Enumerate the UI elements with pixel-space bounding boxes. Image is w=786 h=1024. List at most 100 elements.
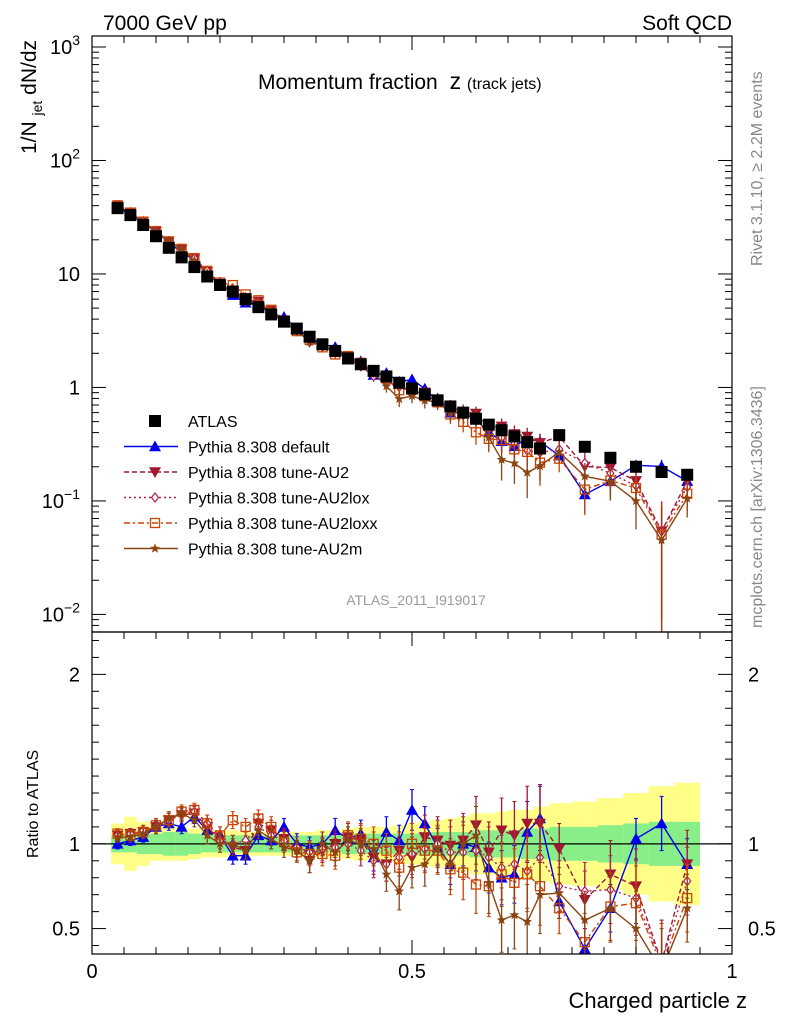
y-axis-label-tail: dN/dz	[18, 40, 41, 95]
main-y-tick-exponent: 2	[72, 145, 80, 161]
main-point	[394, 393, 405, 404]
ratio-point	[631, 923, 641, 933]
legend-item-3: Pythia 8.308 tune-AU2loxx	[124, 516, 377, 533]
ratio-point	[111, 837, 124, 849]
reference-data-point	[482, 418, 495, 431]
ratio-y-ticks: 0.5 0.5 1 1 2 2	[52, 639, 776, 947]
ratio-point	[554, 887, 565, 898]
ratio-point	[240, 821, 251, 833]
x-tick-label: 0.5	[398, 961, 426, 983]
ratio-point	[496, 869, 507, 880]
ratio-point	[682, 903, 693, 913]
ratio-y-tick-label-left: 0.5	[52, 919, 80, 941]
reference-data-point	[329, 344, 342, 357]
legend-label: Pythia 8.308 tune-AU2lox	[188, 491, 369, 508]
ratio-clip-group	[92, 782, 732, 970]
ratio-point	[394, 886, 405, 896]
main-point	[176, 244, 187, 254]
ratio-point	[432, 843, 443, 854]
ratio-plot-content	[92, 782, 732, 970]
main-point	[407, 390, 417, 401]
ratio-point	[381, 845, 392, 856]
reference-data-point	[137, 219, 150, 232]
ratio-point	[471, 830, 481, 840]
main-y-tick-base: 10	[50, 37, 72, 59]
ratio-point	[330, 847, 341, 857]
ratio-point	[509, 909, 520, 920]
reference-data-point	[252, 301, 265, 314]
ratio-point	[317, 838, 328, 848]
plot-title: Momentum fraction z (track jets)	[258, 68, 542, 94]
main-y-tick-base: 1	[69, 377, 80, 399]
ratio-point	[266, 833, 277, 843]
reference-data-point	[124, 209, 137, 222]
reference-data-point	[316, 338, 329, 351]
ratio-point	[657, 961, 666, 970]
ratio-point	[215, 838, 225, 848]
main-series-line	[117, 205, 688, 542]
process-label: Soft QCD	[642, 12, 732, 35]
main-y-tick-label: 10−2	[42, 599, 80, 626]
main-point	[163, 235, 174, 246]
reference-data-point	[111, 202, 124, 215]
main-y-tick-label: 10	[58, 264, 80, 286]
ratio-point	[253, 825, 264, 835]
main-point	[579, 471, 590, 481]
rivet-version-label: Rivet 3.1.10, ≥ 2.2M events	[749, 71, 766, 266]
legend-item-0: Pythia 8.308 default	[124, 440, 330, 457]
ratio-point	[521, 818, 534, 830]
legend-label: ATLAS	[188, 414, 238, 431]
ratio-y-tick-label-right: 0.5	[748, 919, 776, 941]
main-y-tick-label: 10−1	[42, 486, 80, 513]
main-point	[509, 458, 520, 468]
reference-data-point	[534, 442, 546, 455]
reference-data-point	[239, 293, 252, 306]
legend-marker	[150, 543, 160, 553]
main-series-line	[117, 205, 688, 533]
analysis-label: ATLAS_2011_I919017	[346, 592, 486, 608]
reference-data-point	[354, 358, 367, 371]
reference-data-point	[655, 465, 668, 478]
ratio-panel: 0.5 0.51 12 2 0 0.5 1 Ratio to ATLAS Charged …	[25, 36, 776, 1013]
ratio-point	[470, 879, 482, 890]
main-y-tick-label: 102	[50, 145, 80, 172]
ratio-point	[355, 838, 366, 848]
reference-data-point	[265, 308, 278, 321]
main-point	[483, 432, 494, 442]
reference-data-point	[188, 261, 201, 274]
mcplots-label: mcplots.cern.ch [arXiv:1306.3436]	[749, 386, 766, 628]
ratio-point	[458, 838, 469, 848]
x-axis-ticks: 0 0.5 1	[86, 36, 738, 983]
reference-data-point	[278, 315, 290, 328]
ratio-point	[304, 855, 315, 865]
ratio-point	[495, 825, 508, 837]
x-tick-label: 0	[86, 961, 97, 983]
ratio-point	[189, 814, 200, 825]
plot-title-subscript: (track jets)	[467, 76, 542, 93]
main-point	[554, 446, 565, 457]
main-plot-content	[111, 200, 694, 632]
legend-item-2: Pythia 8.308 tune-AU2lox	[124, 491, 369, 508]
main-point	[522, 467, 533, 477]
main-clip-group	[111, 200, 694, 632]
reference-data-point	[290, 322, 303, 335]
reference-data-point	[380, 370, 393, 383]
x-tick-label: 1	[726, 961, 737, 983]
reference-data-point	[418, 388, 431, 401]
legend-item-4: Pythia 8.308 tune-AU2m	[124, 542, 362, 559]
reference-data-point	[342, 352, 354, 365]
reference-data-point	[226, 285, 239, 298]
ratio-point	[630, 832, 642, 844]
ratio-point	[381, 869, 392, 879]
ratio-y-axis-label: Ratio to ATLAS	[25, 750, 42, 858]
reference-data	[111, 202, 694, 481]
ratio-y-tick-label-right: 2	[748, 664, 759, 686]
energy-label: 7000 GeV pp	[103, 12, 227, 35]
ratio-point	[227, 838, 238, 848]
ratio-point	[522, 869, 533, 880]
main-point	[605, 476, 616, 486]
reference-data-point	[470, 412, 482, 425]
ratio-series-line	[117, 809, 688, 954]
